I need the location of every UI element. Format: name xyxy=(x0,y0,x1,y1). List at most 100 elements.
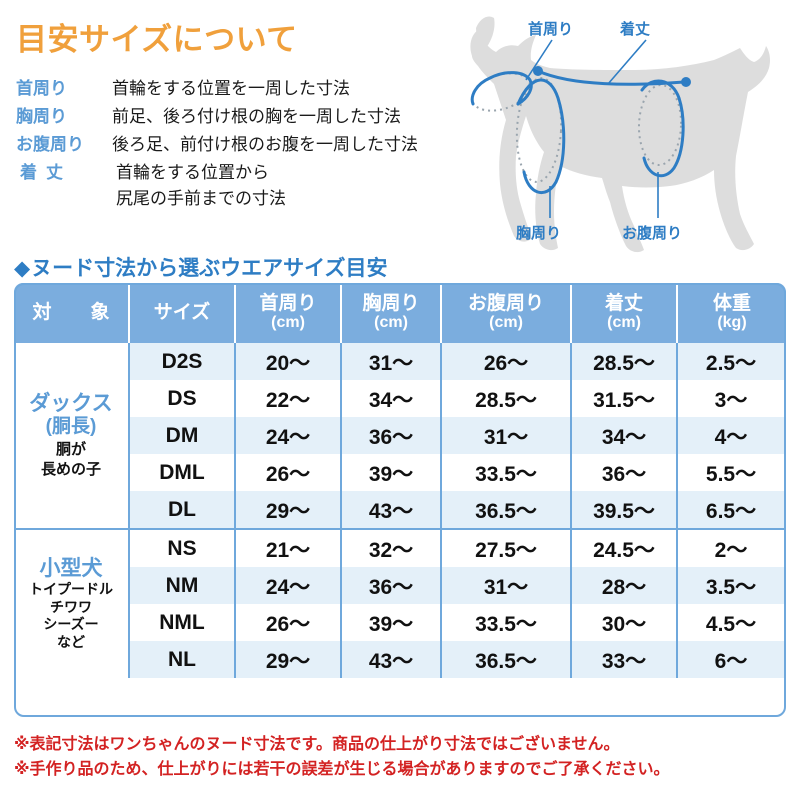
cell-size: DS xyxy=(130,380,236,417)
cell-belly: 33.5〜 xyxy=(442,604,572,641)
size-table-wrapper: 対 象 サイズ 首周り (cm) 胸周り (cm) お腹周り (cm) xyxy=(14,283,786,678)
size-table-body: ダックス (胴長) 胴が 長めの子 D2S 20〜 31〜 26〜 28.5〜 … xyxy=(14,343,786,678)
cell-length: 28.5〜 xyxy=(572,343,678,380)
cell-weight: 6.5〜 xyxy=(678,491,786,528)
cell-length: 36〜 xyxy=(572,454,678,491)
cell-neck: 20〜 xyxy=(236,343,342,380)
target-note-small-dog-4: など xyxy=(57,633,85,650)
legend-term-belly: お腹周り xyxy=(16,135,84,154)
cell-chest: 43〜 xyxy=(342,491,442,528)
table-row: DML 26〜 39〜 33.5〜 36〜 5.5〜 xyxy=(14,454,786,491)
target-cell-small-dog: 小型犬 トイプードル チワワ シーズー など xyxy=(14,528,130,678)
cell-belly: 28.5〜 xyxy=(442,380,572,417)
neck-leader-line xyxy=(525,39,553,81)
cell-neck: 21〜 xyxy=(236,528,342,567)
legend-desc-neck: 首輪をする位置を一周した寸法 xyxy=(112,79,350,98)
dog-measurement-diagram: 首周り 着丈 胸周り お腹周り xyxy=(432,0,800,262)
target-note-small-dog-1: トイプードル xyxy=(29,581,113,598)
cell-length: 34〜 xyxy=(572,417,678,454)
neck-measure-curve xyxy=(470,71,533,106)
legend-term-neck: 首周り xyxy=(16,79,67,98)
diagram-label-chest: 胸周り xyxy=(516,225,562,242)
cell-belly: 36.5〜 xyxy=(442,641,572,678)
length-end-dot xyxy=(681,77,691,87)
legend-row-chest: 胸周り 前足、後ろ付け根の胸を一周した寸法 xyxy=(16,104,486,130)
cell-neck: 24〜 xyxy=(236,567,342,604)
cell-length: 30〜 xyxy=(572,604,678,641)
footnotes: ※表記寸法はワンちゃんのヌード寸法です。商品の仕上がり寸法ではございません。 ※… xyxy=(14,733,794,783)
diamond-icon: ◆ xyxy=(14,257,31,280)
cell-chest: 43〜 xyxy=(342,641,442,678)
cell-neck: 29〜 xyxy=(236,641,342,678)
legend-desc-length-line1: 首輪をする位置から xyxy=(116,163,269,182)
cell-length: 33〜 xyxy=(572,641,678,678)
cell-neck: 26〜 xyxy=(236,454,342,491)
section-heading: ◆ヌード寸法から選ぶウエアサイズ目安 xyxy=(14,252,388,282)
legend-desc-length-wrap: 首輪をする位置から 尻尾の手前までの寸法 xyxy=(116,160,286,212)
table-row: DS 22〜 34〜 28.5〜 31.5〜 3〜 xyxy=(14,380,786,417)
cell-chest: 36〜 xyxy=(342,417,442,454)
col-header-weight: 体重 (kg) xyxy=(678,283,786,343)
cell-weight: 3〜 xyxy=(678,380,786,417)
target-sub-dachshund: (胴長) xyxy=(45,416,97,438)
measurement-legend: 首周り 首輪をする位置を一周した寸法 胸周り 前足、後ろ付け根の胸を一周した寸法… xyxy=(16,76,486,214)
cell-length: 39.5〜 xyxy=(572,491,678,528)
footnote-1: ※表記寸法はワンちゃんのヌード寸法です。商品の仕上がり寸法ではございません。 xyxy=(14,736,620,753)
target-note-small-dog-3: シーズー xyxy=(43,616,99,633)
cell-weight: 6〜 xyxy=(678,641,786,678)
length-start-dot xyxy=(533,66,543,76)
cell-chest: 31〜 xyxy=(342,343,442,380)
target-main-small-dog: 小型犬 xyxy=(39,556,103,580)
cell-weight: 4〜 xyxy=(678,417,786,454)
table-row: 小型犬 トイプードル チワワ シーズー など NS 21〜 32〜 27.5〜 … xyxy=(14,528,786,678)
table-row: NM 24〜 36〜 31〜 28〜 3.5〜 xyxy=(14,567,786,604)
col-header-length-unit: (cm) xyxy=(607,314,641,332)
page-title: 目安サイズについて xyxy=(16,22,298,57)
belly-loop-dotted xyxy=(637,84,683,166)
cell-size: D2S xyxy=(130,343,236,380)
cell-neck: 22〜 xyxy=(236,380,342,417)
cell-neck: 24〜 xyxy=(236,417,342,454)
col-header-belly-label: お腹周り xyxy=(467,293,544,315)
legend-term-length: 着丈 xyxy=(20,163,72,182)
cell-size: DML xyxy=(130,454,236,491)
cell-chest: 39〜 xyxy=(342,454,442,491)
col-header-neck-label: 首周り xyxy=(259,293,317,315)
diagram-label-neck: 首周り xyxy=(528,21,574,38)
cell-weight: 3.5〜 xyxy=(678,567,786,604)
cell-length: 31.5〜 xyxy=(572,380,678,417)
dog-diagram-svg xyxy=(470,16,770,253)
table-row: DL 29〜 43〜 36.5〜 39.5〜 6.5〜 xyxy=(14,491,786,528)
cell-size: NM xyxy=(130,567,236,604)
cell-chest: 36〜 xyxy=(342,567,442,604)
col-header-weight-unit: (kg) xyxy=(717,314,747,332)
size-table-head: 対 象 サイズ 首周り (cm) 胸周り (cm) お腹周り (cm) xyxy=(14,283,786,343)
legend-term-chest: 胸周り xyxy=(16,107,67,126)
section-heading-text: ヌード寸法から選ぶウエアサイズ目安 xyxy=(31,257,388,280)
target-cell-dachshund: ダックス (胴長) 胴が 長めの子 xyxy=(14,343,130,528)
cell-neck: 29〜 xyxy=(236,491,342,528)
header-row: 対 象 サイズ 首周り (cm) 胸周り (cm) お腹周り (cm) xyxy=(14,283,786,343)
table-row: ダックス (胴長) 胴が 長めの子 D2S 20〜 31〜 26〜 28.5〜 … xyxy=(14,343,786,528)
table-row: NL 29〜 43〜 36.5〜 33〜 6〜 xyxy=(14,641,786,678)
cell-belly: 33.5〜 xyxy=(442,454,572,491)
cell-weight: 5.5〜 xyxy=(678,454,786,491)
cell-weight: 2.5〜 xyxy=(678,343,786,380)
cell-weight: 4.5〜 xyxy=(678,604,786,641)
cell-length: 24.5〜 xyxy=(572,528,678,567)
col-header-chest: 胸周り (cm) xyxy=(342,283,442,343)
col-header-belly: お腹周り (cm) xyxy=(442,283,572,343)
target-note-dachshund-2: 長めの子 xyxy=(40,461,101,479)
cell-size: NL xyxy=(130,641,236,678)
legend-row-length: 着丈 首輪をする位置から 尻尾の手前までの寸法 xyxy=(16,160,486,212)
table-row: NML 26〜 39〜 33.5〜 30〜 4.5〜 xyxy=(14,604,786,641)
col-header-length-label: 着丈 xyxy=(604,293,643,315)
cell-size: NS xyxy=(130,528,236,567)
diagram-label-belly: お腹周り xyxy=(622,225,683,242)
col-header-target: 対 象 xyxy=(14,283,130,343)
table-row: DM 24〜 36〜 31〜 34〜 4〜 xyxy=(14,417,786,454)
col-header-chest-unit: (cm) xyxy=(374,314,408,332)
cell-size: DL xyxy=(130,491,236,528)
col-header-neck-unit: (cm) xyxy=(271,314,305,332)
